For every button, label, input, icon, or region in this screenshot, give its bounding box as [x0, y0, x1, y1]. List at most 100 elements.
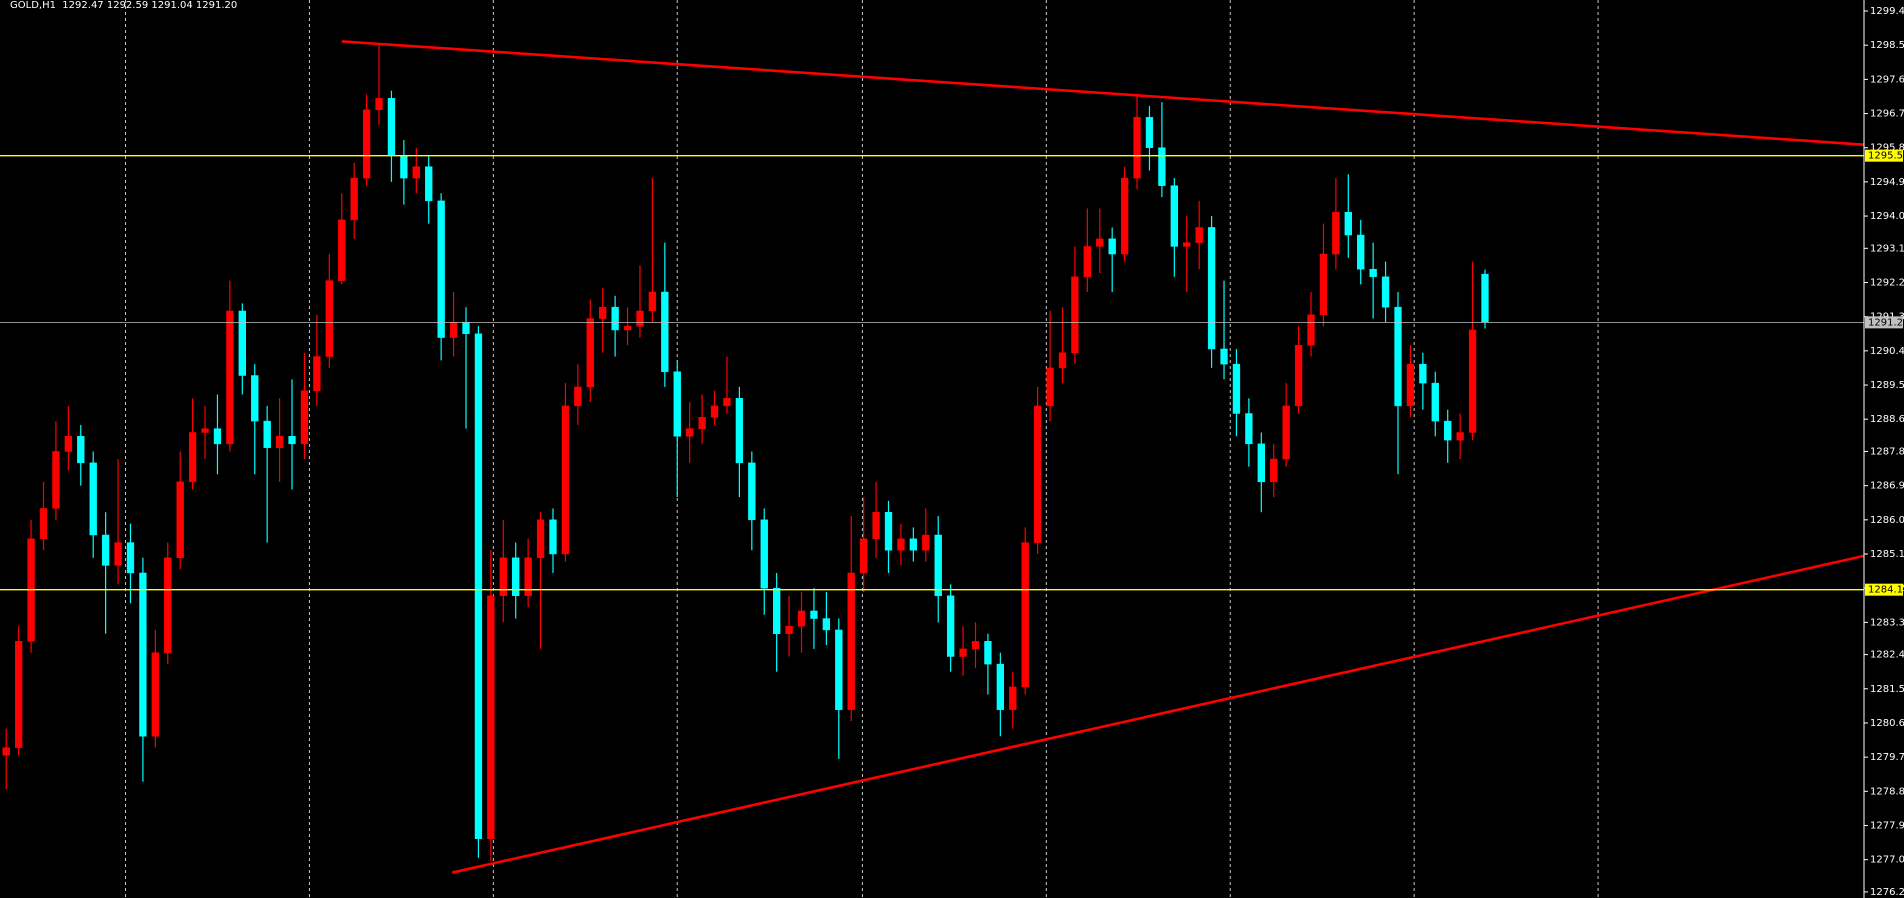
candle-body	[611, 306, 619, 331]
candle-body	[425, 166, 433, 202]
candle-body	[524, 557, 532, 597]
candle-body	[1158, 147, 1166, 186]
candle-body	[1232, 363, 1241, 414]
candle-body	[698, 417, 706, 429]
candle-body	[897, 538, 905, 551]
y-tick-label: 1277.95	[1870, 820, 1904, 831]
candle-body	[797, 610, 806, 627]
candle-body	[1456, 432, 1464, 441]
candle-body	[263, 420, 271, 448]
candle-body	[462, 322, 470, 335]
candle-body	[710, 405, 719, 418]
candle-body	[661, 291, 669, 372]
candle-body	[52, 451, 60, 509]
candle-body	[810, 610, 818, 619]
candle-body	[487, 595, 495, 840]
candle-body	[1332, 212, 1340, 255]
candle-body	[822, 618, 831, 631]
candle-body	[64, 436, 73, 452]
candle-body	[39, 508, 48, 540]
candle-body	[1394, 306, 1402, 407]
candle-body	[785, 625, 793, 634]
candle-body	[673, 371, 681, 437]
candle-body	[400, 155, 408, 179]
candle-body	[188, 432, 197, 483]
level-label: 1295.59	[1868, 151, 1904, 162]
y-tick-label: 1288.65	[1870, 414, 1904, 425]
candle-body	[1270, 458, 1278, 483]
candle-body	[362, 109, 371, 179]
candle-body	[89, 462, 97, 536]
candle-body	[946, 595, 955, 657]
candle-body	[859, 538, 868, 574]
candle-body	[126, 542, 135, 574]
y-tick-label: 1294.90	[1870, 177, 1904, 188]
candle-body	[1369, 268, 1377, 278]
candle-body	[549, 519, 557, 555]
candle-body	[1145, 117, 1154, 148]
candle-body	[748, 462, 756, 521]
candle-body	[14, 641, 23, 748]
candle-body	[1207, 227, 1216, 350]
candle-body	[909, 538, 918, 551]
y-tick-label: 1279.75	[1870, 752, 1904, 763]
candle-body	[884, 511, 893, 551]
candle-body	[984, 641, 992, 665]
axis-layer: 1299.40 1298.50 1297.60 1296.70 1295.80 1294.…	[1863, 0, 1904, 898]
candle-body	[872, 511, 880, 540]
trend-line	[452, 554, 1865, 874]
candle-body	[723, 398, 731, 407]
candle-body	[449, 322, 458, 338]
y-tick-label: 1297.60	[1870, 74, 1904, 85]
candle-body	[512, 557, 520, 597]
candle-body	[350, 177, 358, 221]
level-label-box	[1865, 149, 1903, 162]
candle-body	[338, 219, 346, 281]
y-tick-label: 1276.20	[1870, 887, 1904, 898]
y-tick-label: 1285.10	[1870, 549, 1904, 560]
candle-body	[636, 310, 644, 327]
candle-body	[1307, 314, 1315, 346]
candle-body	[1257, 443, 1265, 483]
candle-body	[1058, 352, 1067, 369]
y-tick-label: 1289.55	[1870, 380, 1904, 391]
candle-body	[1096, 238, 1104, 247]
level-label: 1284.16	[1868, 585, 1904, 596]
candle-body	[151, 652, 160, 737]
candle-body	[1319, 253, 1328, 316]
level-label-box	[1865, 316, 1903, 329]
candle-body	[499, 557, 507, 597]
y-tick-label: 1290.45	[1870, 346, 1904, 357]
y-tick-label: 1298.50	[1870, 40, 1904, 51]
y-tick-label: 1286.00	[1870, 515, 1904, 526]
candle-body	[536, 519, 545, 559]
y-tick-label: 1299.40	[1870, 6, 1904, 17]
level-label: 1291.20	[1868, 317, 1904, 328]
candle-body	[437, 200, 445, 338]
y-tick-label: 1286.90	[1870, 481, 1904, 492]
candle-body	[971, 641, 980, 650]
candle-body	[77, 436, 85, 464]
level-label-box	[1865, 583, 1903, 596]
candle-body	[1344, 212, 1352, 236]
candle-body	[1294, 344, 1303, 407]
y-tick-label: 1295.80	[1870, 143, 1904, 154]
candle-body	[1033, 405, 1042, 543]
y-tick-label: 1287.80	[1870, 446, 1904, 457]
candle-body	[375, 98, 383, 110]
candle-body	[772, 587, 781, 634]
candle-body	[1183, 242, 1191, 247]
candle-body	[288, 436, 296, 445]
candle-body	[561, 405, 570, 555]
candle-body	[574, 386, 582, 407]
candle-body	[251, 375, 259, 422]
candle-body	[1083, 246, 1092, 278]
candle-body	[201, 428, 209, 433]
candle-body	[1133, 117, 1141, 179]
candle-body	[226, 310, 234, 445]
candle-body	[101, 534, 110, 566]
candle-body	[847, 572, 855, 710]
candle-body	[474, 333, 483, 840]
